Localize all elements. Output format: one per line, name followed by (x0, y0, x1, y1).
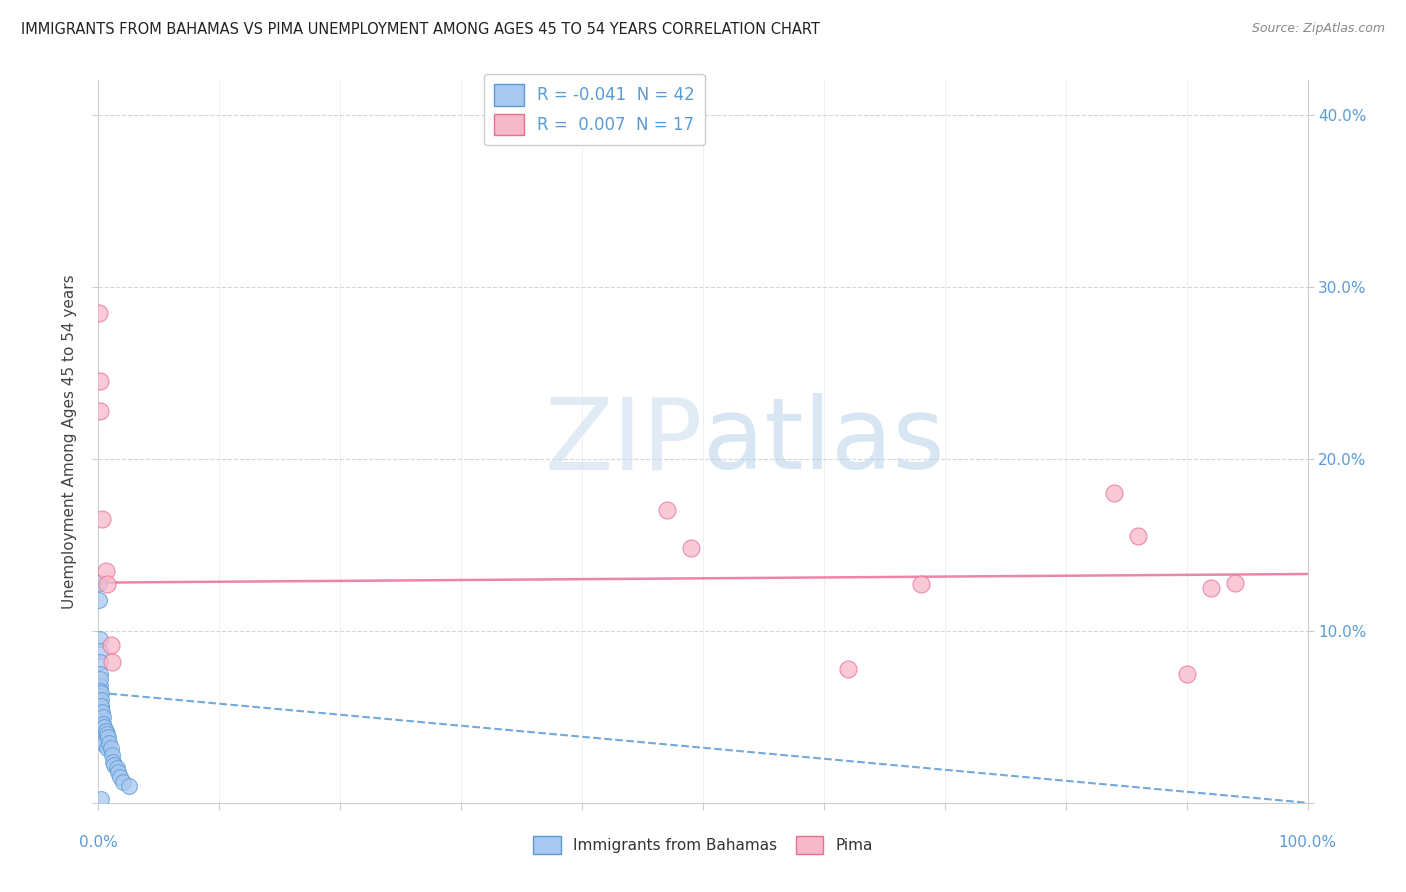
Point (96, 727, 118, 741)
Point (100, 655, 122, 669)
Point (837, 662, 859, 676)
Legend: Immigrants from Bahamas, Pima: Immigrants from Bahamas, Pima (527, 830, 879, 860)
Text: Source: ZipAtlas.com: Source: ZipAtlas.com (1251, 22, 1385, 36)
Point (90, 792, 112, 806)
Point (910, 577, 932, 591)
Text: 0.0%: 0.0% (79, 835, 118, 850)
Point (1175, 666, 1198, 681)
Point (94, 723, 117, 738)
Point (87, 575, 110, 590)
Point (96, 740, 118, 755)
Point (108, 770, 131, 784)
Point (96, 577, 118, 591)
Point (90, 692, 112, 706)
Point (100, 638, 122, 652)
Point (91, 705, 114, 719)
Point (89, 632, 111, 647)
Point (90, 699, 112, 714)
Point (90, 720, 112, 734)
Point (93, 737, 115, 751)
Point (89, 696, 111, 710)
Point (89, 403, 111, 417)
Point (97, 731, 120, 745)
Point (90, 723, 112, 738)
Text: 100.0%: 100.0% (1278, 835, 1337, 850)
Point (90, 713, 112, 727)
Point (89, 666, 111, 681)
Point (89, 672, 111, 686)
Point (91, 716, 114, 731)
Point (91, 731, 114, 745)
Point (89, 375, 111, 389)
Point (91, 710, 114, 724)
Point (100, 747, 122, 762)
Text: ZIP: ZIP (544, 393, 703, 490)
Point (1102, 486, 1125, 500)
Point (89, 689, 111, 703)
Point (89, 655, 111, 669)
Text: atlas: atlas (703, 393, 945, 490)
Text: IMMIGRANTS FROM BAHAMAS VS PIMA UNEMPLOYMENT AMONG AGES 45 TO 54 YEARS CORRELATI: IMMIGRANTS FROM BAHAMAS VS PIMA UNEMPLOY… (21, 22, 820, 37)
Point (679, 541, 702, 556)
Point (91, 727, 114, 741)
Point (89, 305, 111, 319)
Point (105, 761, 128, 775)
Point (1223, 575, 1246, 590)
Point (111, 775, 134, 789)
Point (89, 684, 111, 698)
Point (93, 734, 115, 748)
Point (98, 735, 121, 749)
Point (118, 779, 141, 793)
Y-axis label: Unemployment Among Ages 45 to 54 years: Unemployment Among Ages 45 to 54 years (62, 274, 77, 609)
Point (1128, 529, 1150, 543)
Point (91, 512, 114, 526)
Point (93, 720, 115, 734)
Point (94, 564, 117, 578)
Point (655, 503, 678, 517)
Point (107, 764, 129, 779)
Point (89, 592, 111, 607)
Point (101, 755, 124, 769)
Point (90, 701, 112, 715)
Point (89, 679, 111, 693)
Point (90, 686, 112, 700)
Point (103, 758, 125, 772)
Point (1199, 581, 1222, 595)
Point (89, 644, 111, 658)
Point (90, 706, 112, 721)
Point (100, 740, 122, 755)
